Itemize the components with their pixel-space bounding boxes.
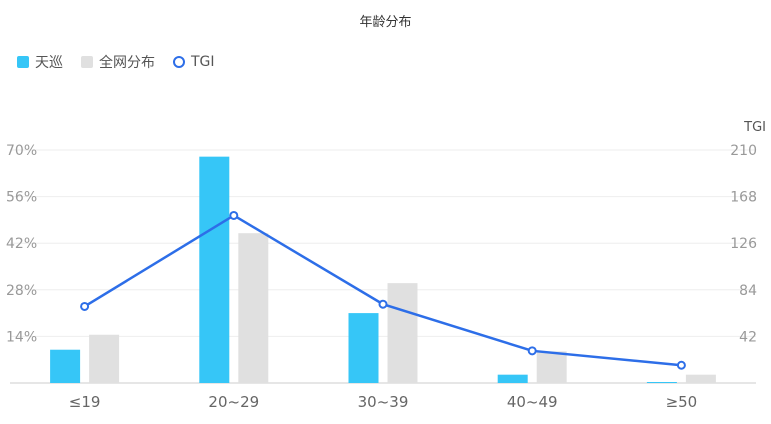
left-tick-label: 28% — [6, 283, 37, 299]
legend-label-tianxun: 天巡 — [35, 55, 63, 71]
right-axis-label: TGI — [743, 120, 766, 135]
tgi-line — [83, 214, 682, 367]
right-tick-label: 168 — [730, 190, 757, 206]
right-tick-label: 84 — [739, 283, 757, 299]
legend-label-network: 全网分布 — [99, 55, 155, 71]
legend-label-tgi: TGI — [191, 54, 215, 70]
legend-swatch-tianxun — [17, 56, 29, 68]
tgi-point — [80, 301, 90, 311]
right-tick-label: 126 — [730, 236, 757, 252]
bar-network — [685, 374, 716, 383]
tgi-point — [378, 299, 388, 309]
left-tick-label: 14% — [6, 329, 37, 345]
bar-tianxun — [497, 374, 528, 383]
legend: 天巡 全网分布 TGI — [17, 52, 233, 72]
x-tick-label: 30~39 — [358, 393, 409, 411]
x-tick-label: ≥50 — [666, 393, 698, 411]
bar-tianxun — [199, 156, 230, 383]
x-tick-label: 40~49 — [507, 393, 558, 411]
bar-network — [89, 334, 120, 383]
x-tick-label: ≤19 — [69, 393, 101, 411]
legend-item-network[interactable]: 全网分布 — [81, 52, 155, 72]
right-tick-label: 210 — [730, 143, 757, 159]
bar-network — [238, 233, 269, 383]
chart-title: 年龄分布 — [359, 15, 412, 30]
tgi-point — [229, 210, 239, 220]
x-tick-label: 20~29 — [208, 393, 259, 411]
left-tick-label: 70% — [6, 143, 37, 159]
bar-tianxun — [646, 382, 677, 383]
tgi-point — [676, 360, 686, 370]
legend-item-tgi[interactable]: TGI — [173, 54, 215, 70]
right-tick-label: 42 — [739, 329, 757, 345]
left-tick-label: 42% — [6, 236, 37, 252]
tgi-point — [527, 346, 537, 356]
legend-swatch-network — [81, 56, 93, 68]
bar-network — [536, 351, 567, 383]
legend-marker-tgi — [173, 56, 185, 68]
legend-item-tianxun[interactable]: 天巡 — [17, 52, 63, 72]
bar-tianxun — [50, 349, 81, 383]
bar-network — [387, 283, 418, 383]
left-tick-label: 56% — [6, 190, 37, 206]
bar-tianxun — [348, 313, 379, 383]
